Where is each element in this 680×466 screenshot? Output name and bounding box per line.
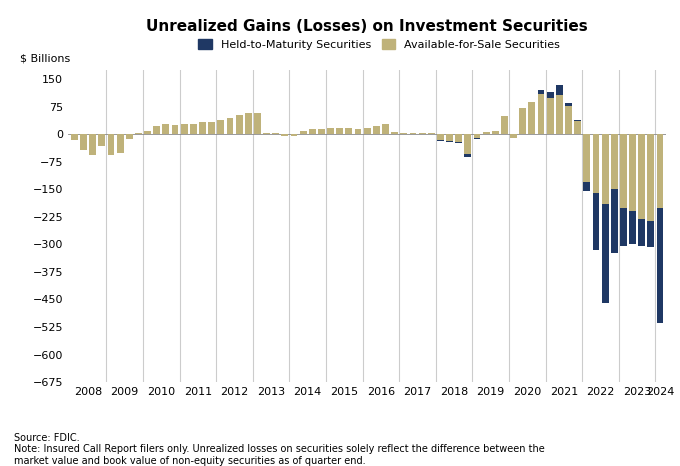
Bar: [391, 132, 398, 134]
Bar: [171, 125, 178, 134]
Legend: Held-to-Maturity Securities, Available-for-Sale Securities: Held-to-Maturity Securities, Available-f…: [194, 35, 564, 54]
Bar: [245, 113, 252, 134]
Bar: [135, 133, 142, 134]
Bar: [611, 134, 617, 189]
Bar: [107, 134, 114, 156]
Bar: [647, 134, 654, 220]
Bar: [446, 141, 453, 142]
Bar: [629, 211, 636, 244]
Bar: [364, 128, 371, 134]
Bar: [428, 133, 435, 134]
Bar: [300, 131, 307, 134]
Bar: [446, 134, 453, 141]
Bar: [538, 90, 545, 94]
Bar: [373, 126, 380, 134]
Bar: [236, 115, 243, 134]
Bar: [647, 220, 654, 247]
Bar: [592, 193, 599, 250]
Bar: [520, 109, 526, 134]
Bar: [345, 128, 352, 134]
Bar: [181, 124, 188, 134]
Bar: [117, 134, 124, 152]
Bar: [144, 131, 151, 134]
Bar: [126, 134, 133, 138]
Bar: [218, 120, 224, 134]
Bar: [583, 182, 590, 191]
Text: Source: FDIC.
Note: Insured Call Report filers only. Unrealized losses on securi: Source: FDIC. Note: Insured Call Report …: [14, 433, 545, 466]
Bar: [309, 130, 316, 134]
Bar: [473, 134, 481, 138]
Bar: [456, 142, 462, 143]
Bar: [510, 134, 517, 138]
Bar: [620, 134, 627, 208]
Bar: [226, 117, 233, 134]
Bar: [263, 133, 270, 134]
Bar: [318, 130, 325, 134]
Bar: [547, 92, 554, 98]
Bar: [565, 103, 572, 105]
Bar: [327, 128, 334, 134]
Bar: [89, 134, 96, 156]
Bar: [163, 124, 169, 134]
Bar: [639, 219, 645, 246]
Bar: [501, 116, 508, 134]
Bar: [538, 94, 545, 134]
Bar: [639, 134, 645, 219]
Bar: [282, 134, 288, 136]
Bar: [592, 134, 599, 193]
Text: $ Billions: $ Billions: [20, 54, 70, 64]
Bar: [208, 122, 215, 134]
Bar: [483, 132, 490, 134]
Bar: [556, 95, 563, 134]
Bar: [657, 208, 664, 323]
Bar: [583, 134, 590, 182]
Bar: [290, 134, 297, 136]
Bar: [547, 98, 554, 134]
Bar: [574, 120, 581, 121]
Bar: [556, 85, 563, 95]
Bar: [620, 208, 627, 246]
Bar: [419, 133, 426, 134]
Bar: [574, 120, 581, 134]
Bar: [473, 138, 481, 139]
Bar: [153, 126, 160, 134]
Bar: [456, 134, 462, 142]
Bar: [190, 124, 197, 134]
Bar: [602, 134, 609, 204]
Bar: [254, 113, 261, 134]
Bar: [437, 140, 444, 141]
Bar: [382, 124, 389, 134]
Title: Unrealized Gains (Losses) on Investment Securities: Unrealized Gains (Losses) on Investment …: [146, 19, 588, 34]
Bar: [71, 134, 78, 140]
Bar: [492, 131, 498, 134]
Bar: [401, 133, 407, 134]
Bar: [337, 128, 343, 134]
Bar: [437, 134, 444, 140]
Bar: [565, 105, 572, 134]
Bar: [354, 130, 362, 134]
Bar: [629, 134, 636, 211]
Bar: [409, 133, 416, 134]
Bar: [464, 134, 471, 154]
Bar: [464, 154, 471, 158]
Bar: [657, 134, 664, 208]
Bar: [272, 133, 279, 134]
Bar: [199, 122, 206, 134]
Bar: [602, 204, 609, 303]
Bar: [80, 134, 87, 150]
Bar: [611, 189, 617, 253]
Bar: [528, 102, 535, 134]
Bar: [99, 134, 105, 146]
